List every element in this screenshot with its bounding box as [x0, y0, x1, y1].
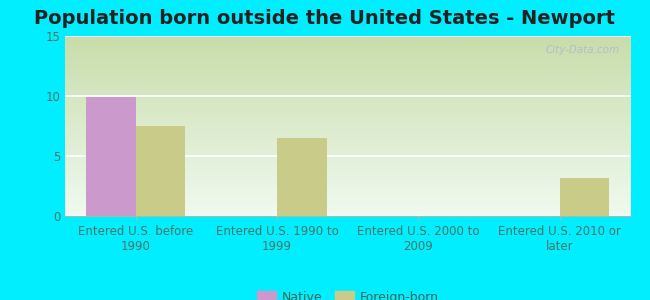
Bar — [277, 138, 326, 216]
Bar — [86, 97, 136, 216]
Bar — [560, 178, 609, 216]
Legend: Native, Foreign-born: Native, Foreign-born — [257, 291, 439, 300]
Bar — [136, 126, 185, 216]
Text: Population born outside the United States - Newport: Population born outside the United State… — [34, 9, 616, 28]
Text: City-Data.com: City-Data.com — [545, 45, 619, 55]
